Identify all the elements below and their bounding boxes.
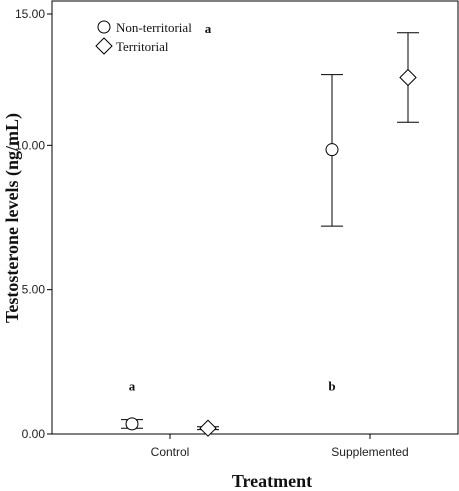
y-axis-title: Testosterone levels (ng/mL) xyxy=(2,113,23,323)
y-tick-label: 5.00 xyxy=(22,283,46,297)
significance-label: b xyxy=(328,379,335,394)
x-axis-ticks: Control Supplemented xyxy=(151,434,409,459)
data-point-non-territorial xyxy=(325,143,339,157)
y-tick-label: 15.00 xyxy=(15,7,45,21)
y-tick-label: 10.00 xyxy=(15,138,45,152)
plot-frame xyxy=(51,0,459,435)
x-tick-label: Control xyxy=(151,445,190,459)
significance-label: b xyxy=(404,0,411,1)
legend-circle-marker xyxy=(97,20,111,34)
significance-label: a xyxy=(205,21,212,36)
y-tick-label: 0.00 xyxy=(22,427,46,441)
x-tick-label: Supplemented xyxy=(331,445,408,459)
y-axis-ticks: 0.00 5.00 10.00 15.00 xyxy=(15,7,52,441)
legend-label: Territorial xyxy=(116,39,169,54)
significance-label: a xyxy=(129,379,136,394)
legend-diamond-marker xyxy=(95,37,113,55)
chart-marks: a b a b xyxy=(121,0,419,437)
legend: Non-territorial Territorial xyxy=(95,20,192,55)
data-point-territorial xyxy=(399,68,417,87)
data-point-territorial xyxy=(199,419,217,437)
data-point-non-territorial xyxy=(125,417,139,431)
legend-label: Non-territorial xyxy=(116,20,192,35)
x-axis-title: Treatment xyxy=(232,471,312,491)
